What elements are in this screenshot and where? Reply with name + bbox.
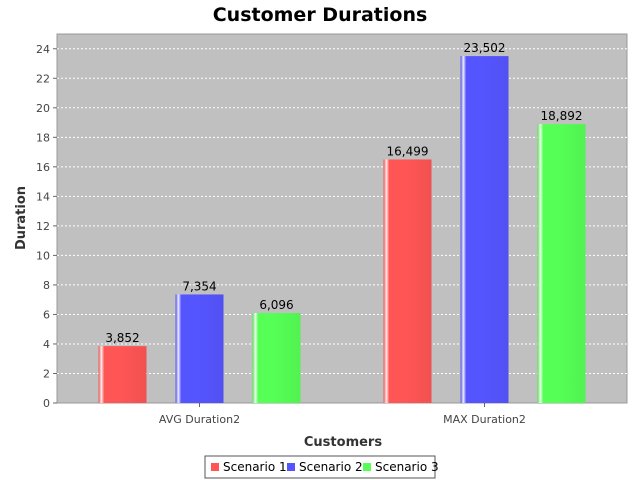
data-label: 23,502 (464, 41, 506, 55)
y-tick-label: 10 (36, 249, 50, 262)
data-label: 3,852 (105, 331, 139, 345)
legend-label: Scenario 2 (299, 460, 363, 474)
y-tick-label: 6 (43, 308, 50, 321)
x-tick-label: MAX Duration2 (443, 413, 526, 426)
y-axis-label: Duration (14, 186, 29, 250)
bar (383, 159, 432, 403)
y-tick-label: 14 (36, 190, 50, 203)
y-tick-label: 24 (36, 43, 50, 56)
bars: 3,852 7,354 6,096 16,499 23,502 18,892 (98, 41, 586, 404)
data-label: 16,499 (387, 144, 429, 158)
x-axis: AVG Duration2 MAX Duration2 (159, 403, 526, 426)
bar (175, 294, 224, 403)
bar (537, 124, 586, 403)
legend-swatch (287, 463, 295, 471)
legend: Scenario 1 Scenario 2 Scenario 3 (204, 455, 439, 479)
y-tick-label: 20 (36, 102, 50, 115)
legend-swatch (211, 463, 219, 471)
y-tick-label: 12 (36, 220, 50, 233)
y-tick-label: 2 (43, 367, 50, 380)
y-tick-label: 18 (36, 131, 50, 144)
gridlines (57, 48, 627, 374)
y-tick-label: 4 (43, 338, 50, 351)
bar (460, 56, 509, 404)
plot-area (56, 33, 628, 404)
bar (252, 313, 301, 403)
x-axis-label: Customers (304, 435, 382, 450)
y-tick-label: 16 (36, 161, 50, 174)
legend-swatch (363, 463, 371, 471)
x-tick-label: AVG Duration2 (159, 413, 240, 426)
data-label: 7,354 (182, 279, 216, 293)
data-label: 6,096 (259, 298, 293, 312)
chart-title: Customer Durations (213, 4, 428, 26)
data-label: 18,892 (541, 109, 583, 123)
legend-label: Scenario 3 (375, 460, 439, 474)
y-tick-label: 22 (36, 72, 50, 85)
legend-box (204, 455, 436, 479)
y-tick-label: 0 (43, 397, 50, 410)
bar (98, 346, 147, 403)
y-tick-label: 8 (43, 279, 50, 292)
legend-label: Scenario 1 (223, 460, 287, 474)
